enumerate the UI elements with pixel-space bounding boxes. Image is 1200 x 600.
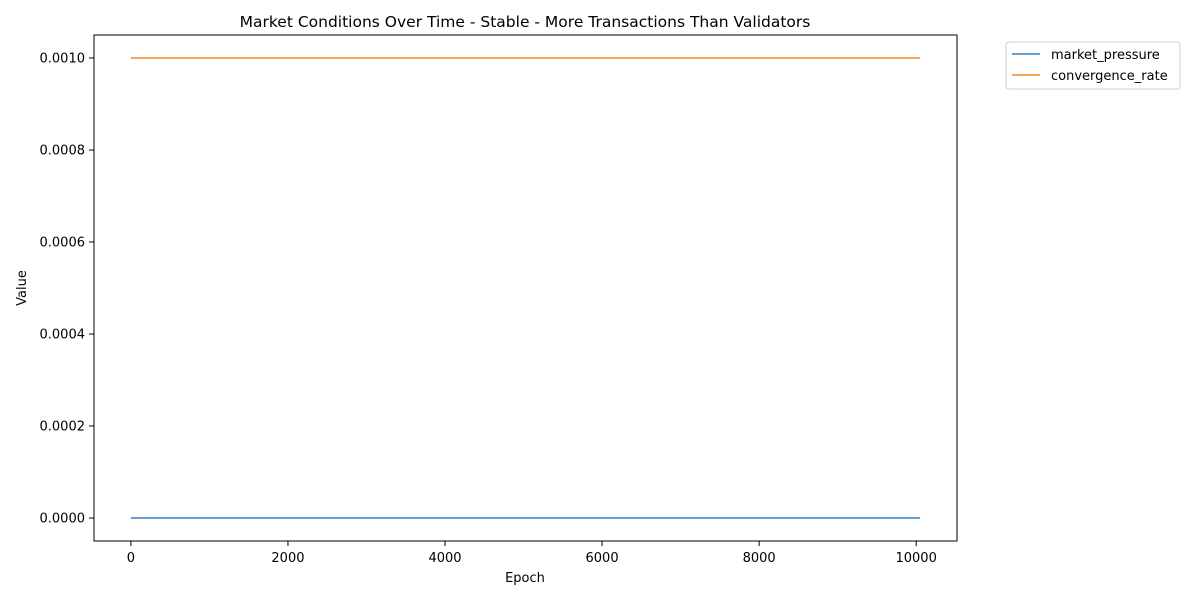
plot-frame	[93, 34, 958, 542]
x-tick-label: 2000	[271, 551, 304, 566]
y-tick-label: 0.0006	[40, 236, 86, 251]
x-tick-label: 4000	[428, 551, 461, 566]
chart-title: Market Conditions Over Time - Stable - M…	[240, 13, 811, 31]
y-tick-label: 0.0002	[40, 420, 86, 435]
x-tick-label: 6000	[586, 551, 619, 566]
x-axis-label: Epoch	[505, 571, 545, 586]
x-tick-label: 0	[127, 551, 135, 566]
plot-series	[130, 57, 921, 519]
y-axis-label: Value	[15, 270, 30, 306]
legend: market_pressure convergence_rate	[1005, 41, 1181, 90]
y-axis: 0.0000 0.0002 0.0004 0.0006 0.0008 0.0010	[40, 52, 94, 527]
legend-label-market-pressure: market_pressure	[1051, 48, 1160, 63]
y-tick-label: 0.0008	[40, 144, 86, 159]
x-tick-label: 8000	[743, 551, 776, 566]
legend-label-convergence-rate: convergence_rate	[1051, 69, 1168, 84]
y-tick-label: 0.0000	[40, 512, 86, 527]
y-tick-label: 0.0004	[40, 328, 86, 343]
x-tick-label: 10000	[895, 551, 936, 566]
legend-frame	[1005, 41, 1181, 90]
y-tick-label: 0.0010	[40, 52, 86, 67]
x-axis: 0 2000 4000 6000 8000 10000	[127, 541, 937, 566]
